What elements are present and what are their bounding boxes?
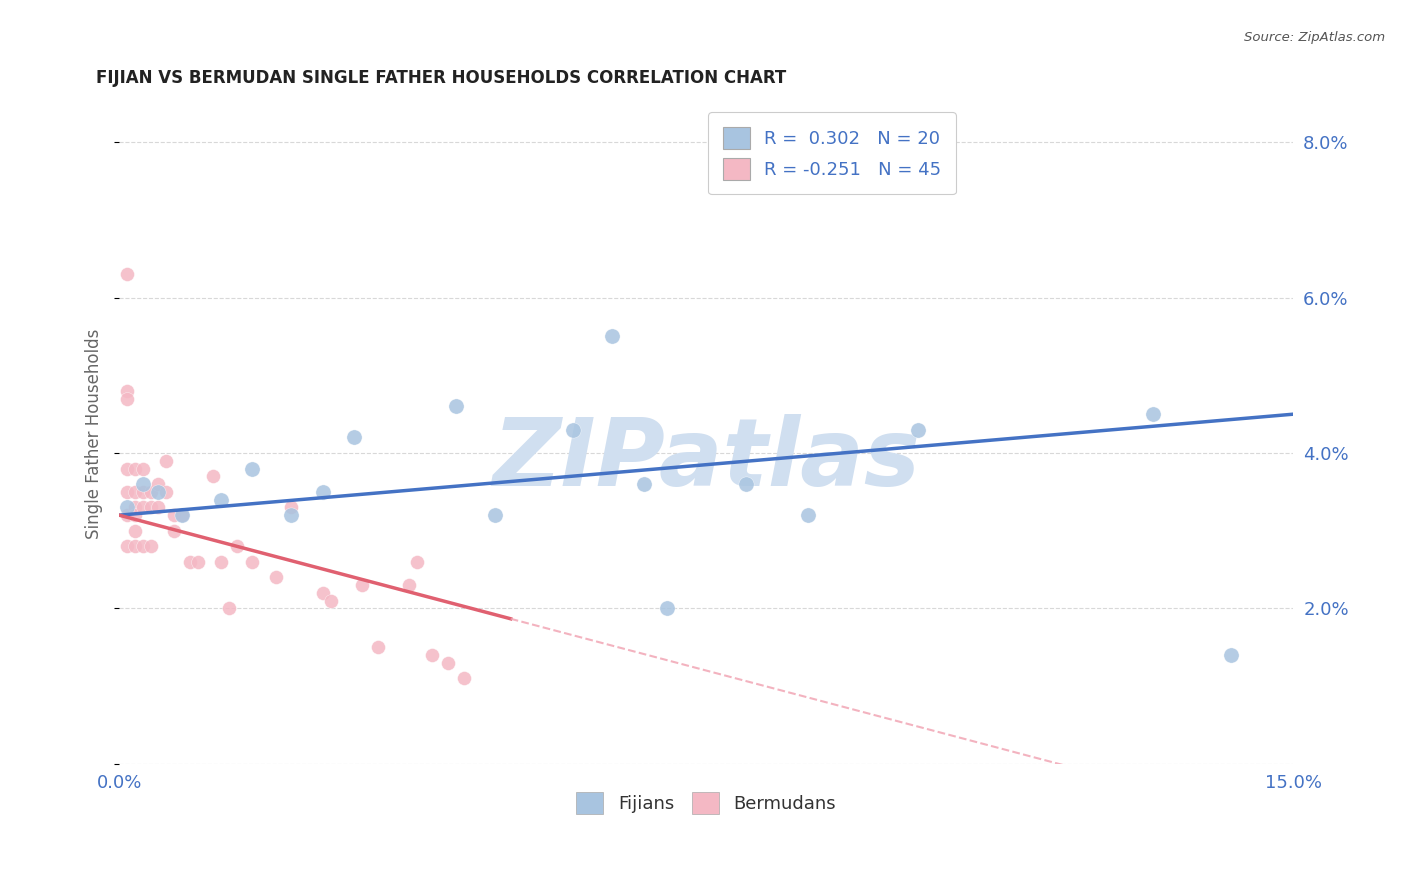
Point — [225, 539, 247, 553]
Point — [437, 656, 460, 670]
Point — [115, 461, 138, 475]
Point — [115, 384, 138, 398]
Point — [124, 508, 146, 523]
Point — [132, 500, 155, 515]
Point — [132, 539, 155, 553]
Point — [187, 555, 209, 569]
Point — [139, 500, 162, 515]
Point — [148, 477, 170, 491]
Legend: Fijians, Bermudans: Fijians, Bermudans — [569, 784, 844, 821]
Point — [115, 500, 138, 515]
Point — [367, 640, 389, 655]
Point — [148, 500, 170, 515]
Point — [124, 539, 146, 553]
Point — [602, 329, 624, 343]
Point — [170, 508, 193, 523]
Point — [209, 492, 232, 507]
Point — [163, 524, 186, 538]
Point — [179, 555, 201, 569]
Point — [1142, 407, 1164, 421]
Point — [240, 461, 263, 475]
Point — [170, 508, 193, 523]
Point — [132, 484, 155, 499]
Point — [202, 469, 225, 483]
Point — [797, 508, 820, 523]
Point — [240, 555, 263, 569]
Point — [115, 268, 138, 282]
Point — [163, 508, 186, 523]
Point — [312, 586, 335, 600]
Point — [444, 400, 467, 414]
Point — [1219, 648, 1241, 662]
Point — [124, 524, 146, 538]
Point — [264, 570, 287, 584]
Point — [124, 484, 146, 499]
Point — [139, 539, 162, 553]
Point — [115, 484, 138, 499]
Point — [312, 484, 335, 499]
Point — [124, 500, 146, 515]
Point — [734, 477, 756, 491]
Text: Source: ZipAtlas.com: Source: ZipAtlas.com — [1244, 31, 1385, 45]
Point — [633, 477, 655, 491]
Point — [155, 454, 177, 468]
Text: FIJIAN VS BERMUDAN SINGLE FATHER HOUSEHOLDS CORRELATION CHART: FIJIAN VS BERMUDAN SINGLE FATHER HOUSEHO… — [96, 69, 786, 87]
Point — [148, 484, 170, 499]
Point — [453, 671, 475, 685]
Point — [405, 555, 427, 569]
Point — [484, 508, 506, 523]
Point — [280, 508, 302, 523]
Point — [319, 593, 342, 607]
Point — [115, 392, 138, 406]
Point — [398, 578, 420, 592]
Point — [907, 423, 929, 437]
Point — [124, 461, 146, 475]
Text: ZIPatlas: ZIPatlas — [492, 414, 921, 506]
Point — [155, 484, 177, 499]
Point — [280, 500, 302, 515]
Point — [139, 484, 162, 499]
Point — [132, 461, 155, 475]
Point — [562, 423, 585, 437]
Point — [115, 508, 138, 523]
Point — [209, 555, 232, 569]
Y-axis label: Single Father Households: Single Father Households — [86, 328, 103, 539]
Point — [350, 578, 373, 592]
Point — [422, 648, 444, 662]
Point — [115, 539, 138, 553]
Point — [132, 477, 155, 491]
Point — [657, 601, 679, 615]
Point — [218, 601, 240, 615]
Point — [343, 430, 366, 444]
